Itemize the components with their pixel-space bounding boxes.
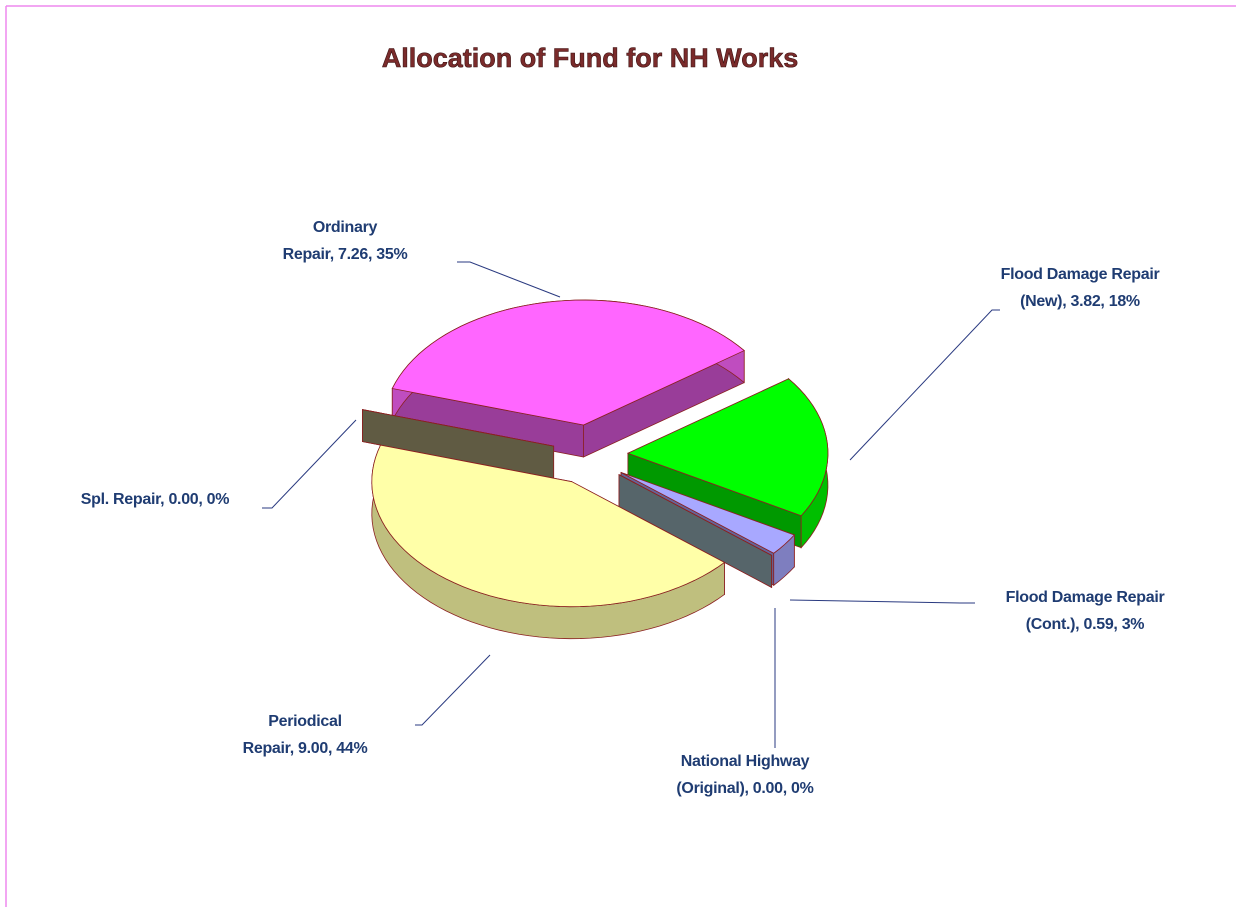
data-label: National Highway [681,753,810,770]
slice [626,378,829,517]
chart-title: Allocation of Fund for NH Works [382,43,798,73]
data-label: Repair, 7.26, 35% [283,246,408,263]
leader-line [789,599,975,604]
slice [618,474,772,556]
leader-line [849,309,1000,461]
leader-line [457,261,561,298]
data-label: (New), 3.82, 18% [1020,293,1140,310]
data-label: Repair, 9.00, 44% [243,740,368,757]
data-label: Ordinary [313,219,378,236]
data-label: (Cont.), 0.59, 3% [1026,616,1145,633]
leader-line [415,654,491,726]
slice [620,472,796,554]
slice [391,299,745,426]
pie [361,299,829,640]
labels: Ordinary Repair, 7.26, 35% Flood Damage Re… [81,219,1165,797]
slice [371,444,726,640]
slice [618,473,773,589]
data-label: Flood Damage Repair [1006,589,1165,606]
data-label: Periodical [268,713,341,730]
data-label: (Original), 0.00, 0% [676,780,813,797]
slice [361,409,555,479]
data-label: Spl. Repair, 0.00, 0% [81,491,230,508]
slice [391,299,745,458]
slice [362,409,554,447]
leader-line [262,419,357,509]
slice [371,444,726,608]
data-label: Flood Damage Repair [1001,266,1160,283]
slice [626,377,829,549]
